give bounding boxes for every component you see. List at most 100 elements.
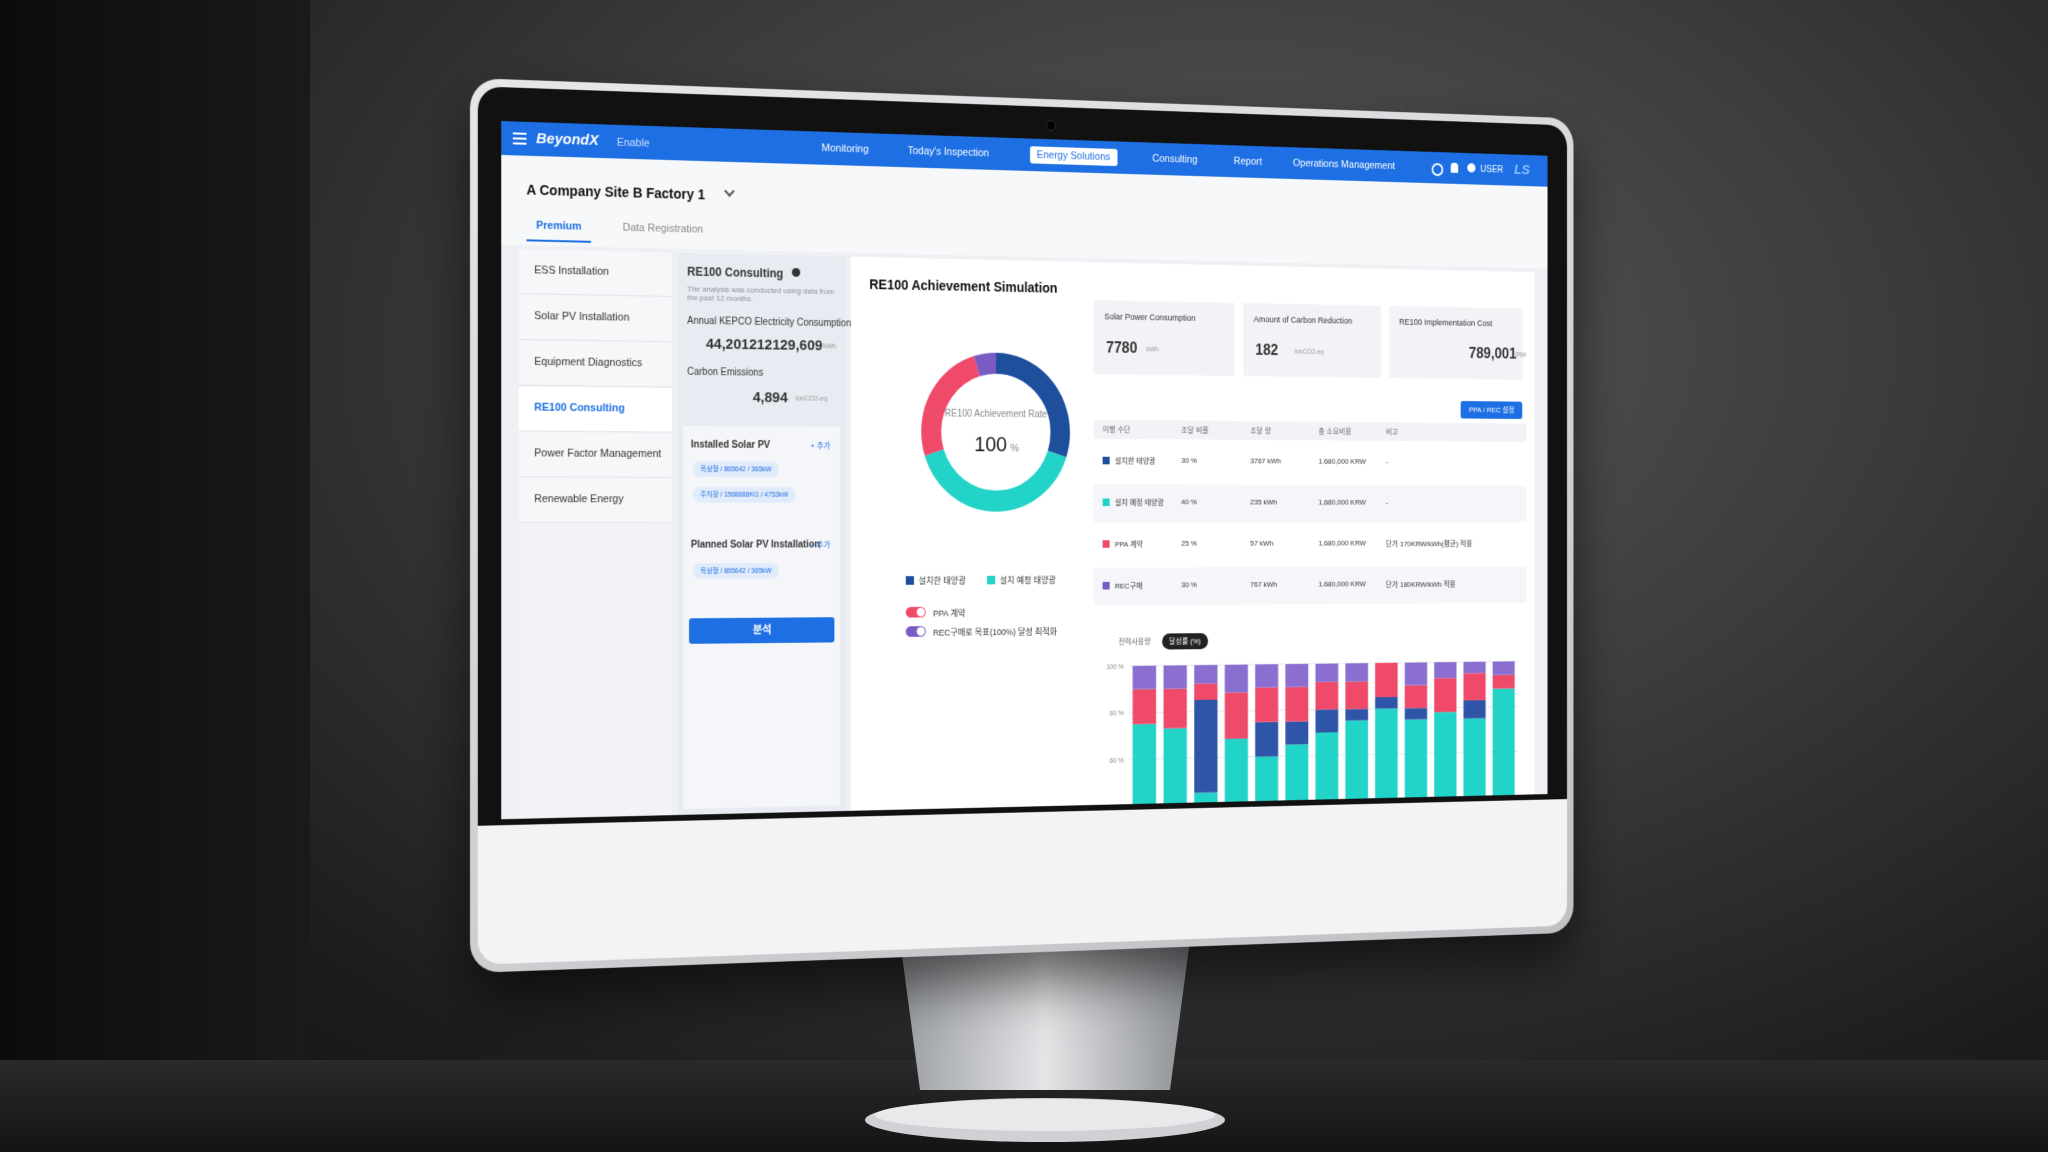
add-link[interactable]: + 추가	[810, 440, 830, 451]
kpi-unit: KRW	[1513, 352, 1526, 359]
toggle-switch[interactable]	[906, 607, 926, 618]
emissions-label: Carbon Emissions	[687, 367, 763, 379]
bar-segment	[1345, 720, 1368, 807]
nav-item[interactable]: Consulting	[1145, 150, 1204, 169]
table-cell: 30 %	[1181, 456, 1197, 465]
sidebar-item[interactable]: Power Factor Management	[519, 432, 672, 477]
nav-item[interactable]: Today's Inspection	[900, 142, 996, 162]
bar-segment	[1133, 689, 1156, 724]
bar-segment	[1345, 709, 1368, 721]
pv-chip[interactable]: 옥상형 / 865642 / 365kW	[693, 563, 779, 579]
sidebar-label: Renewable Energy	[534, 493, 623, 505]
bar-segment	[1375, 697, 1398, 709]
table-cell: 235 kWh	[1250, 498, 1277, 506]
bar-segment	[1405, 662, 1427, 685]
legend-swatch	[987, 576, 995, 585]
user-label[interactable]: USER	[1480, 165, 1503, 176]
bar-segment	[1285, 664, 1308, 687]
bar-segment	[1405, 708, 1427, 720]
chart-tab[interactable]: 전력사용량	[1111, 634, 1157, 651]
table-cell: 1,680,000 KRW	[1318, 539, 1366, 547]
toggle-label[interactable]: REC구매로 목표(100%) 달성 최적화	[933, 625, 1057, 639]
kpi-unit: tonCO2-eq	[1295, 349, 1324, 356]
bar-segment	[1164, 665, 1187, 689]
bar-segment	[1463, 673, 1485, 700]
sidebar-label: RE100 Consulting	[534, 402, 624, 415]
sidebar-label: Solar PV Installation	[534, 310, 629, 324]
product: Enable	[617, 137, 650, 150]
menu-icon[interactable]	[513, 132, 527, 134]
nav-item[interactable]: Operations Management	[1286, 155, 1402, 175]
bar-segment	[1285, 721, 1308, 744]
table-cell: 1,680,000 KRW	[1318, 580, 1366, 589]
sidebar-item[interactable]: Equipment Diagnostics	[519, 341, 672, 388]
table-cell: 25 %	[1181, 539, 1197, 547]
pv-chip[interactable]: 주차장 / 1568688KG / 4753kW	[693, 487, 796, 503]
toggle-label[interactable]: PPA 계약	[933, 607, 965, 620]
bar-segment	[1255, 664, 1278, 687]
bar-segment	[1434, 662, 1456, 678]
wall-shadow	[0, 0, 310, 1152]
bar-segment	[1345, 663, 1368, 682]
kpi-unit: kWh	[1146, 346, 1158, 353]
legend-swatch	[906, 576, 914, 585]
sidebar-item[interactable]: ESS Installation	[519, 249, 672, 297]
bell-icon[interactable]	[1451, 163, 1458, 173]
analyze-button[interactable]: 분석	[689, 617, 834, 644]
table-cell: 57 kWh	[1250, 539, 1273, 547]
kpi-label: Amount of Carbon Reduction	[1254, 314, 1353, 325]
pv-chip[interactable]: 옥상형 / 865642 / 365kW	[693, 461, 779, 477]
add-link[interactable]: + 추가	[810, 540, 830, 551]
emissions-unit: tonCO2-eq	[796, 396, 828, 403]
toggle-switch[interactable]	[906, 626, 926, 637]
y-tick-label: 60 %	[1110, 758, 1124, 765]
bar-segment	[1133, 724, 1156, 807]
sidebar: ESS Installation Solar PV Installation Equ…	[519, 249, 672, 819]
donut-chart: RE100 Achievement Rate 100%	[897, 325, 1094, 537]
table-cell: REC구매	[1115, 581, 1143, 592]
bar-segment	[1463, 718, 1485, 807]
screen: BeyondX Enable Monitoring Today's Inspectio…	[501, 121, 1547, 819]
nav-item[interactable]: Report	[1227, 153, 1269, 171]
installed-label: Installed Solar PV	[691, 440, 770, 451]
table-row: 설치한 태양광 30 % 3767 kWh 1,680,000 KRW -	[1094, 442, 1527, 482]
panel-title: RE100 Consulting	[687, 265, 783, 281]
table-cell: 767 kWh	[1250, 580, 1277, 589]
bar-segment	[1434, 712, 1456, 807]
bar-segment	[1255, 756, 1278, 807]
bar-segment	[1315, 709, 1338, 732]
page-tab[interactable]: Data Registration	[613, 222, 712, 244]
panel-note: The analysis was conducted using data fr…	[687, 284, 836, 304]
user-icon[interactable]	[1467, 163, 1475, 172]
table-cell: 설치 예정 태양광	[1115, 498, 1164, 508]
bar-segment	[1345, 681, 1368, 709]
nav-item[interactable]: Energy Solutions	[1030, 146, 1118, 166]
page-tab[interactable]: Premium	[526, 219, 591, 242]
kpi-card: RE100 Implementation Cost 789,001 KRW	[1389, 306, 1523, 380]
info-icon	[792, 268, 800, 277]
dropdown-arrow[interactable]	[724, 186, 735, 197]
sidebar-item[interactable]: RE100 Consulting	[519, 387, 672, 433]
nav-item[interactable]: Monitoring	[814, 139, 876, 158]
bar-segment	[1285, 687, 1308, 722]
chart-tab[interactable]: 달성률 (%)	[1162, 633, 1208, 649]
site-selector[interactable]: A Company Site B Factory 1	[526, 182, 705, 203]
bar-segment	[1194, 665, 1217, 684]
ls-logo: LS	[1514, 162, 1530, 178]
sidebar-item[interactable]: Renewable Energy	[519, 478, 672, 523]
pv-form: Installed Solar PV + 추가 옥상형 / 865642 / 365…	[683, 426, 840, 809]
monitor-face: BeyondX Enable Monitoring Today's Inspectio…	[478, 86, 1567, 964]
legend-label: 설치 예정 태양광	[1000, 574, 1056, 587]
bar-segment	[1225, 665, 1248, 693]
kpi-label: RE100 Implementation Cost	[1399, 317, 1492, 328]
settings-icon[interactable]	[1432, 163, 1444, 176]
kpi-label: Solar Power Consumption	[1104, 312, 1195, 323]
bar-segment	[1405, 685, 1427, 708]
data-table: 이행 수단 조달 비율 조달 량 총 소요비용 비고 설치한 태양광 30 % 3767 kW…	[1094, 420, 1527, 610]
screen-bezel: BeyondX Enable Monitoring Today's Inspectio…	[478, 86, 1567, 826]
consumption-unit: kWh	[823, 343, 836, 350]
simulation-title: RE100 Achievement Simulation	[869, 276, 1057, 295]
settings-button[interactable]: PPA / REC 설정	[1461, 401, 1523, 419]
sidebar-item[interactable]: Solar PV Installation	[519, 295, 672, 342]
bar-segment	[1315, 682, 1338, 710]
